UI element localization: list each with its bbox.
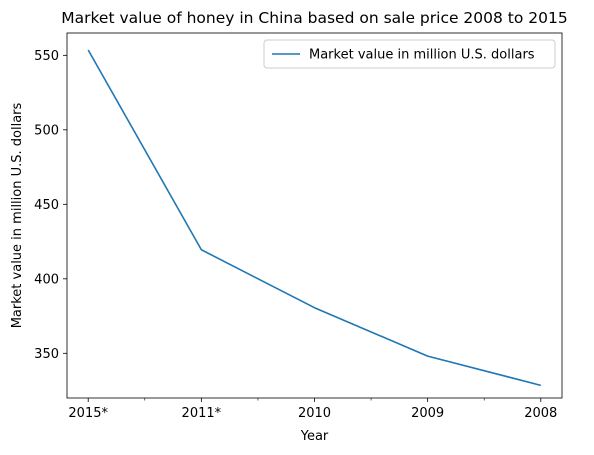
legend-box (263, 39, 556, 69)
x-axis-label: Year (300, 429, 329, 444)
y-tick-label: 550 (34, 49, 59, 64)
x-axis: 2015* 2011* 2010 2009 2008 (68, 398, 557, 421)
chart-title: Market value of honey in China based on … (61, 9, 567, 27)
series-layer (87, 49, 541, 387)
plot-frame (66, 32, 563, 399)
x-tick-label: 2010 (298, 406, 331, 421)
y-axis-label: Market value in million U.S. dollars (10, 102, 25, 328)
y-axis: 350 400 450 500 550 (34, 49, 67, 362)
x-tick-label: 2011* (182, 406, 222, 421)
y-tick-label: 350 (34, 347, 59, 362)
x-tick-label: 2008 (524, 406, 557, 421)
plot-area (66, 32, 563, 399)
x-tick-label: 2009 (411, 406, 444, 421)
y-tick-label: 400 (34, 272, 59, 287)
y-tick-label: 500 (34, 123, 59, 138)
x-tick-label: 2015* (68, 406, 108, 421)
legend-label: Market value in million U.S. dollars (309, 48, 535, 63)
series-line (87, 49, 541, 387)
legend: Market value in million U.S. dollars (263, 39, 556, 69)
y-tick-label: 450 (34, 198, 59, 213)
